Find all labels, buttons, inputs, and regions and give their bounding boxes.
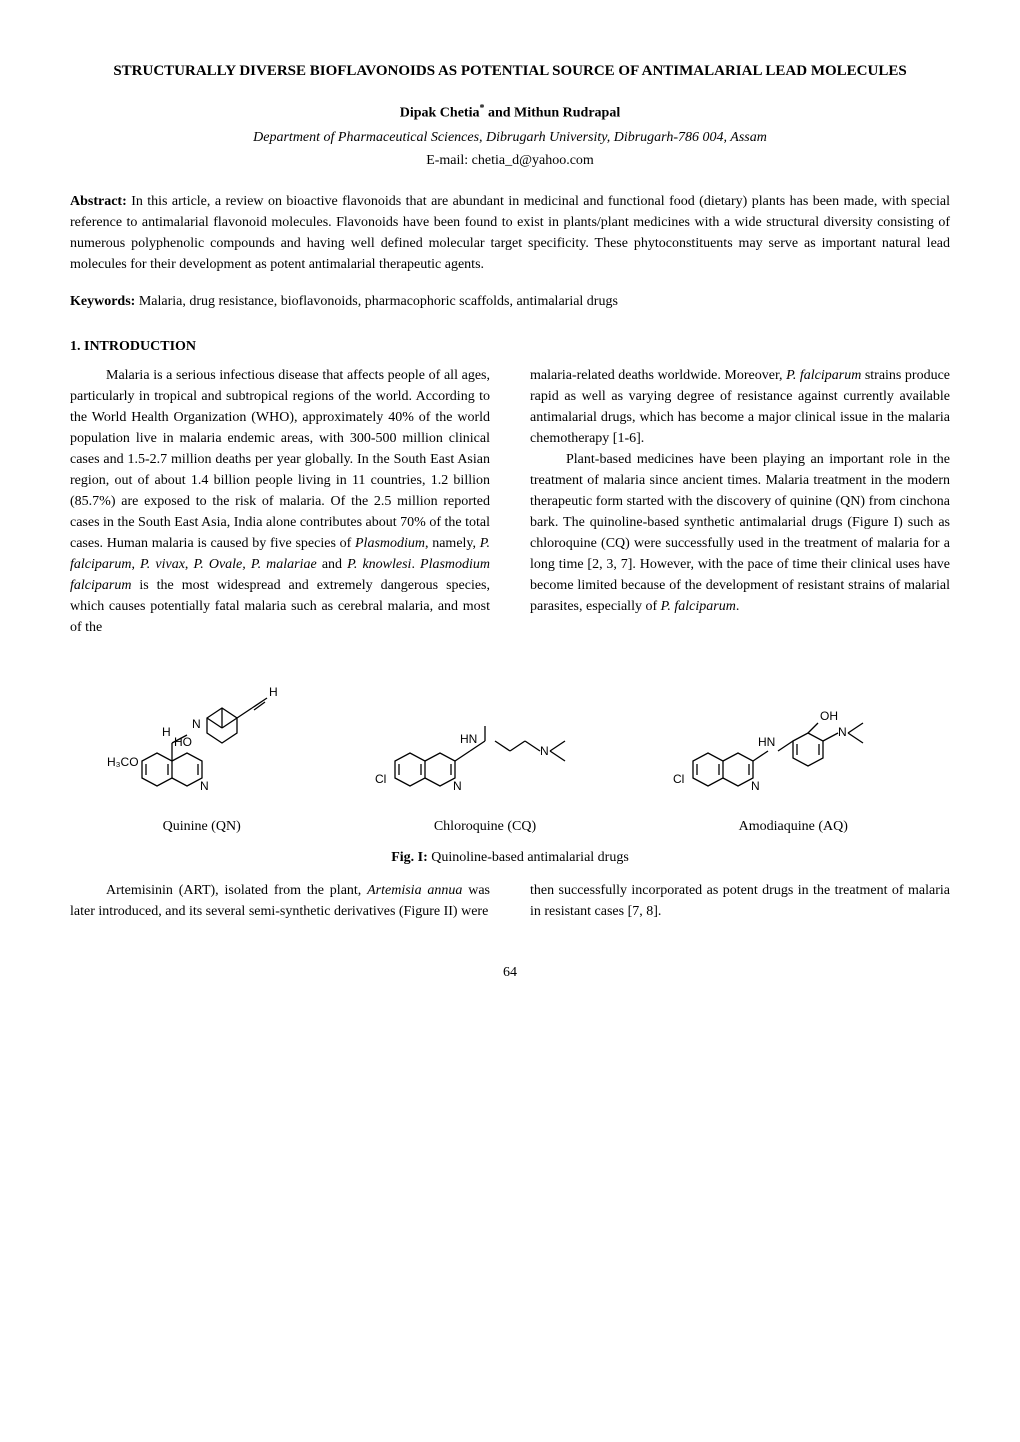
italic-span: Artemisia annua: [367, 883, 462, 898]
text-span: .: [736, 599, 740, 614]
intro-cont-col2-p1: then successfully incorporated as potent…: [530, 880, 950, 922]
text-span: Plant-based medicines have been playing …: [530, 452, 950, 614]
italic-span: P. falciparum: [786, 368, 861, 383]
italic-span: Plasmodium: [355, 536, 425, 551]
text-span: ,: [185, 557, 194, 572]
section-1-heading: 1. INTRODUCTION: [70, 336, 950, 357]
intro-column-1: Malaria is a serious infectious disease …: [70, 365, 490, 638]
intro-col2-p1: malaria-related deaths worldwide. Moreov…: [530, 365, 950, 449]
paper-title: STRUCTURALLY DIVERSE BIOFLAVONOIDS AS PO…: [70, 60, 950, 83]
intro-columns: Malaria is a serious infectious disease …: [70, 365, 950, 638]
svg-text:H: H: [269, 685, 278, 699]
intro-col2-p2: Plant-based medicines have been playing …: [530, 449, 950, 617]
intro-column-2: malaria-related deaths worldwide. Moreov…: [530, 365, 950, 638]
keywords-label: Keywords:: [70, 294, 135, 309]
authors: Dipak Chetia* and Mithun Rudrapal: [70, 101, 950, 124]
svg-text:N: N: [540, 744, 549, 758]
italic-span: P. vivax: [140, 557, 185, 572]
svg-text:Cl: Cl: [673, 772, 684, 786]
text-span: malaria-related deaths worldwide. Moreov…: [530, 368, 786, 383]
figure-1: H₃CO HO H N H N Quinine (QN): [70, 658, 950, 868]
svg-text:N: N: [838, 725, 847, 739]
svg-text:OH: OH: [820, 709, 838, 723]
abstract-label: Abstract:: [70, 194, 127, 209]
italic-span: P. knowlesi: [347, 557, 411, 572]
svg-text:N: N: [192, 717, 201, 731]
figure-caption-text: Quinoline-based antimalarial drugs: [428, 850, 629, 865]
email: E-mail: chetia_d@yahoo.com: [70, 150, 950, 171]
svg-text:N: N: [453, 779, 462, 793]
intro-cont-column-1: Artemisinin (ART), isolated from the pla…: [70, 880, 490, 922]
structures-row: H₃CO HO H N H N Quinine (QN): [70, 658, 950, 837]
structure-amodiaquine: Cl N HN OH N Amodiaquine (AQ): [668, 678, 918, 837]
structure-label-chloroquine: Chloroquine (CQ): [434, 816, 536, 837]
abstract-text: In this article, a review on bioactive f…: [70, 194, 950, 272]
amodiaquine-svg: Cl N HN OH N: [668, 678, 918, 808]
intro-cont-columns: Artemisinin (ART), isolated from the pla…: [70, 880, 950, 922]
text-span: and: [317, 557, 347, 572]
structure-quinine: H₃CO HO H N H N Quinine (QN): [102, 658, 302, 837]
intro-col1-p1: Malaria is a serious infectious disease …: [70, 365, 490, 638]
italic-span: P. Ovale, P. malariae: [194, 557, 317, 572]
chloroquine-svg: Cl N HN N: [365, 678, 605, 808]
svg-text:HN: HN: [758, 735, 775, 749]
text-span: , namely,: [425, 536, 480, 551]
quinine-svg: H₃CO HO H N H N: [102, 658, 302, 808]
svg-text:N: N: [200, 779, 209, 793]
svg-text:Cl: Cl: [375, 772, 386, 786]
svg-text:H₃CO: H₃CO: [107, 755, 139, 769]
text-span: ,: [131, 557, 140, 572]
italic-span: P. falciparum: [661, 599, 736, 614]
text-span: Malaria is a serious infectious disease …: [70, 368, 490, 551]
figure-caption-label: Fig. I:: [391, 850, 428, 865]
svg-text:H: H: [162, 725, 171, 739]
text-span: .: [411, 557, 420, 572]
svg-text:HO: HO: [174, 735, 192, 749]
affiliation: Department of Pharmaceutical Sciences, D…: [70, 127, 950, 148]
figure-1-caption: Fig. I: Quinoline-based antimalarial dru…: [70, 847, 950, 868]
intro-cont-column-2: then successfully incorporated as potent…: [530, 880, 950, 922]
intro-cont-col1-p1: Artemisinin (ART), isolated from the pla…: [70, 880, 490, 922]
structure-label-quinine: Quinine (QN): [163, 816, 241, 837]
svg-text:HN: HN: [460, 732, 477, 746]
keywords-block: Keywords: Malaria, drug resistance, biof…: [70, 291, 950, 312]
keywords-text: Malaria, drug resistance, bioflavonoids,…: [135, 294, 618, 309]
structure-label-amodiaquine: Amodiaquine (AQ): [739, 816, 848, 837]
page-number: 64: [70, 962, 950, 983]
text-span: Artemisinin (ART), isolated from the pla…: [106, 883, 367, 898]
text-span: is the most widespread and extremely dan…: [70, 578, 490, 635]
abstract-block: Abstract: In this article, a review on b…: [70, 191, 950, 275]
structure-chloroquine: Cl N HN N Chloroquine (CQ): [365, 678, 605, 837]
svg-text:N: N: [751, 779, 760, 793]
